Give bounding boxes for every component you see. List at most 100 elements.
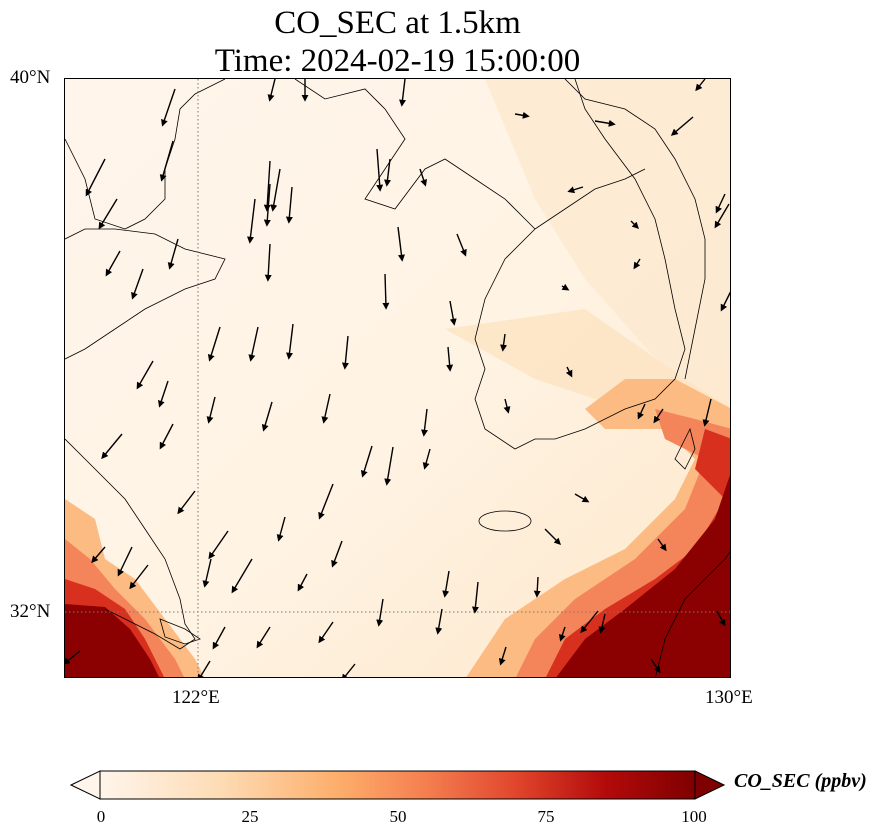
wind-arrow bbox=[341, 335, 349, 370]
colorbar-gradient bbox=[99, 770, 696, 800]
wind-arrow bbox=[117, 546, 133, 577]
wind-arrow bbox=[449, 300, 457, 326]
map-panel bbox=[64, 78, 731, 678]
colorbar-tick-0: 0 bbox=[96, 807, 106, 826]
wind-arrow bbox=[331, 540, 343, 568]
lon-tick-130e: 130°E bbox=[705, 687, 753, 708]
wind-arrow bbox=[101, 433, 123, 460]
wind-arrow bbox=[500, 333, 508, 352]
map-title-line1: CO_SEC at 1.5km bbox=[274, 5, 521, 41]
colorbar-tick-75: 75 bbox=[537, 807, 555, 826]
wind-arrow bbox=[321, 393, 331, 424]
wind-arrow bbox=[565, 366, 573, 378]
wind-arrow bbox=[419, 168, 427, 187]
wind-arrow bbox=[442, 570, 450, 598]
wind-arrow bbox=[197, 660, 211, 677]
coast-jiangsu bbox=[65, 438, 196, 650]
wind-arrow bbox=[158, 380, 169, 408]
wind-arrow bbox=[503, 398, 511, 414]
map-canvas bbox=[65, 79, 730, 677]
colorbar-extend-max bbox=[694, 770, 726, 800]
wind-arrow bbox=[498, 646, 507, 666]
wind-arrow bbox=[207, 326, 221, 362]
lon-tick-122e: 122°E bbox=[172, 687, 220, 708]
wind-arrow bbox=[85, 158, 106, 197]
plume-se-core bbox=[556, 474, 730, 677]
wind-arrow bbox=[715, 193, 726, 214]
wind-arrow bbox=[382, 273, 390, 310]
wind-arrow bbox=[399, 79, 406, 107]
wind-arrow bbox=[714, 203, 730, 229]
wind-arrow bbox=[720, 291, 730, 312]
wind-arrow bbox=[318, 621, 334, 644]
wind-arrow bbox=[435, 608, 443, 635]
wind-arrow bbox=[446, 346, 454, 372]
plume-sw-core bbox=[65, 604, 159, 677]
wind-arrow bbox=[212, 626, 226, 650]
coast-liaoning-north bbox=[294, 79, 536, 230]
coast-shandong bbox=[65, 228, 226, 360]
wind-arrow bbox=[594, 119, 616, 127]
colorbar-tick-100: 100 bbox=[681, 807, 707, 826]
wind-arrow bbox=[567, 186, 584, 194]
wind-arrow bbox=[206, 396, 216, 424]
wind-arrow bbox=[129, 564, 149, 590]
lat-tick-40n: 40°N bbox=[10, 67, 51, 88]
colorbar-extend-min bbox=[69, 770, 101, 800]
wind-arrow bbox=[98, 198, 118, 230]
wind-arrow bbox=[657, 538, 667, 552]
coastlines bbox=[65, 79, 730, 677]
wind-arrow bbox=[264, 243, 272, 282]
wind-arrow bbox=[360, 445, 373, 478]
wind-arrow bbox=[630, 220, 639, 229]
wind-arrow bbox=[561, 283, 570, 291]
wind-arrow bbox=[263, 183, 271, 227]
wind-arrow bbox=[131, 268, 144, 300]
wind-arrow bbox=[341, 663, 356, 677]
wind-arrow bbox=[376, 598, 384, 627]
wind-arrow bbox=[91, 546, 106, 564]
coast-korea-east bbox=[564, 79, 706, 380]
colorbar bbox=[69, 770, 726, 800]
wind-arrow bbox=[136, 360, 154, 390]
wind-arrow bbox=[161, 88, 176, 127]
wind-arrow bbox=[716, 610, 726, 627]
wind-arrow bbox=[208, 530, 229, 560]
wind-arrow bbox=[574, 493, 590, 503]
coast-korea-west-south bbox=[474, 79, 686, 450]
colorbar-tick-50: 50 bbox=[389, 807, 407, 826]
coast-dprk-border bbox=[534, 168, 646, 230]
wind-vectors bbox=[65, 79, 730, 677]
wind-arrow bbox=[384, 446, 394, 486]
wind-arrow bbox=[248, 326, 259, 362]
wind-arrow bbox=[105, 250, 121, 277]
wind-arrow bbox=[177, 490, 196, 515]
wind-arrow bbox=[559, 626, 566, 642]
wind-arrow bbox=[286, 323, 294, 360]
wind-arrow bbox=[318, 483, 334, 520]
wind-arrow bbox=[421, 408, 428, 437]
wind-arrow bbox=[422, 448, 431, 470]
wind-arrow bbox=[653, 408, 664, 424]
wind-arrow bbox=[297, 573, 308, 592]
wind-arrow bbox=[650, 658, 661, 674]
wind-arrow bbox=[514, 111, 530, 119]
wind-arrow bbox=[159, 140, 174, 182]
lat-tick-32n: 32°N bbox=[10, 601, 51, 622]
wind-arrow bbox=[670, 116, 694, 136]
wind-arrow bbox=[376, 148, 384, 192]
wind-arrow bbox=[633, 258, 641, 270]
map-title-line2: Time: 2024-02-19 15:00:00 bbox=[214, 43, 581, 79]
wind-arrow bbox=[544, 528, 561, 545]
wind-arrow bbox=[702, 398, 712, 427]
wind-arrow bbox=[695, 79, 706, 92]
island-jeju bbox=[478, 510, 532, 532]
wind-arrow bbox=[202, 558, 212, 588]
colorbar-title: CO_SEC (ppbv) bbox=[734, 770, 867, 792]
concentration-band-northeast bbox=[485, 79, 730, 408]
wind-arrow bbox=[456, 233, 467, 257]
wind-arrow bbox=[598, 613, 606, 634]
wind-arrow bbox=[263, 160, 271, 212]
wind-arrow bbox=[167, 238, 179, 270]
wind-arrow bbox=[270, 168, 281, 212]
